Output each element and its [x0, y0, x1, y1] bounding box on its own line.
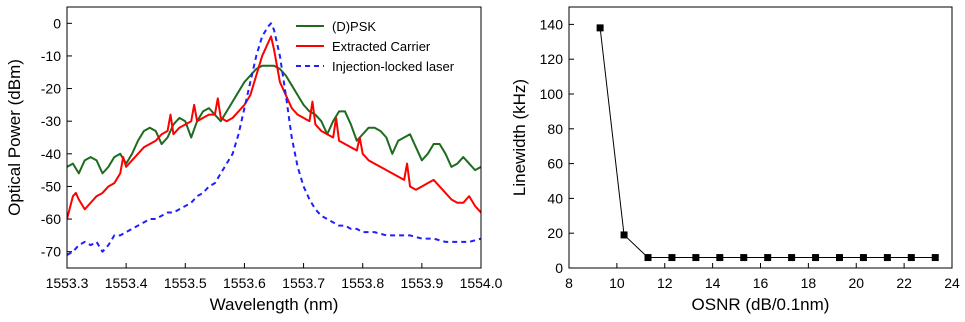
spectrum-x-tick-label: 1553.5 — [164, 275, 207, 291]
legend-label-3: Injection-locked laser — [332, 59, 455, 74]
linewidth-plot-area — [596, 24, 939, 262]
linewidth-x-tick-label: 8 — [565, 275, 573, 291]
linewidth-x-tick-label: 24 — [944, 275, 960, 291]
linewidth-x-axis-title: OSNR (dB/0.1nm) — [692, 295, 830, 314]
linewidth-data-point — [596, 24, 604, 32]
linewidth-chart: 8 10 12 14 16 18 20 22 24 0 20 40 60 80 100 120 140 OSN… — [510, 6, 960, 314]
spectrum-y-tick-label: -50 — [41, 178, 61, 194]
linewidth-y-axis: 0 20 40 60 80 100 120 140 — [540, 16, 574, 276]
linewidth-data-point — [883, 254, 891, 262]
spectrum-y-tick-label: -20 — [41, 81, 61, 97]
spectrum-x-tick-label: 1553.7 — [282, 275, 325, 291]
linewidth-y-tick-label: 60 — [547, 156, 563, 172]
spectrum-y-tick-label: -40 — [41, 146, 61, 162]
linewidth-data-point — [835, 254, 843, 262]
spectrum-plot-area — [67, 22, 481, 256]
linewidth-x-tick-label: 20 — [848, 275, 864, 291]
linewidth-data-point — [907, 254, 915, 262]
spectrum-y-tick-label: -10 — [41, 48, 61, 64]
linewidth-data-point — [740, 254, 748, 262]
linewidth-plot-frame — [568, 6, 953, 269]
linewidth-data-point — [788, 254, 796, 262]
linewidth-y-tick-label: 140 — [540, 16, 564, 32]
linewidth-data-point — [812, 254, 820, 262]
linewidth-data-point — [931, 254, 939, 262]
spectrum-x-tick-label: 1553.4 — [105, 275, 148, 291]
spectrum-chart: 1553.3 1553.4 1553.5 1553.6 1553.7 1553.8 1553… — [5, 6, 503, 314]
linewidth-x-tick-label: 10 — [609, 275, 625, 291]
spectrum-y-axis-title: Optical Power (dBm) — [5, 59, 24, 216]
spectrum-x-axis-title: Wavelength (nm) — [210, 295, 339, 314]
spectrum-series-line-3 — [67, 22, 481, 256]
linewidth-x-tick-label: 18 — [801, 275, 817, 291]
linewidth-data-point — [859, 254, 867, 262]
legend-label-2: Extracted Carrier — [332, 39, 431, 54]
linewidth-y-tick-label: 100 — [540, 86, 564, 102]
spectrum-y-tick-label: -30 — [41, 113, 61, 129]
spectrum-x-tick-label: 1554.0 — [460, 275, 503, 291]
linewidth-data-point — [668, 254, 676, 262]
spectrum-series-line-2 — [67, 35, 481, 220]
linewidth-data-point — [692, 254, 700, 262]
linewidth-data-point — [716, 254, 724, 262]
linewidth-y-tick-label: 0 — [555, 260, 563, 276]
linewidth-y-tick-label: 120 — [540, 51, 564, 67]
spectrum-x-tick-label: 1553.8 — [341, 275, 384, 291]
linewidth-x-tick-label: 14 — [705, 275, 721, 291]
linewidth-x-axis: 8 10 12 14 16 18 20 22 24 — [565, 263, 960, 291]
linewidth-x-tick-label: 12 — [657, 275, 673, 291]
spectrum-plot-frame — [66, 6, 482, 269]
spectrum-x-tick-label: 1553.9 — [400, 275, 443, 291]
linewidth-x-tick-label: 16 — [753, 275, 769, 291]
linewidth-y-tick-label: 20 — [547, 225, 563, 241]
legend-label-1: (D)PSK — [332, 19, 376, 34]
linewidth-data-point — [764, 254, 772, 262]
linewidth-y-tick-label: 40 — [547, 190, 563, 206]
spectrum-y-tick-label: -70 — [41, 244, 61, 260]
linewidth-y-axis-title: Linewidth (kHz) — [510, 79, 529, 196]
linewidth-y-tick-label: 80 — [547, 121, 563, 137]
spectrum-y-tick-label: -60 — [41, 211, 61, 227]
linewidth-data-point — [644, 254, 652, 262]
linewidth-series-line-1 — [599, 27, 936, 259]
spectrum-y-tick-label: 0 — [53, 15, 61, 31]
linewidth-data-point — [620, 231, 628, 239]
linewidth-x-tick-label: 22 — [896, 275, 912, 291]
spectrum-x-axis: 1553.3 1553.4 1553.5 1553.6 1553.7 1553.8 1553… — [46, 263, 503, 291]
spectrum-x-tick-label: 1553.3 — [46, 275, 89, 291]
spectrum-legend: (D)PSK Extracted Carrier Injection-locked … — [296, 19, 455, 74]
spectrum-x-tick-label: 1553.6 — [223, 275, 266, 291]
spectrum-y-axis: -70 -60 -50 -40 -30 -20 -10 0 — [41, 15, 72, 260]
